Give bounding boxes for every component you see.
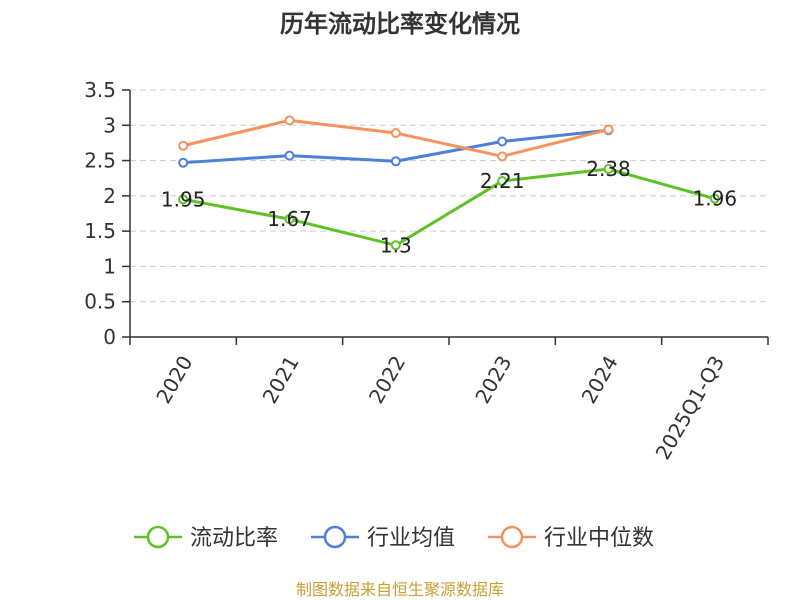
source-note: 制图数据来自恒生聚源数据库: [296, 580, 504, 599]
y-tick-label: 0.5: [84, 290, 116, 314]
y-tick-label: 1: [103, 254, 116, 278]
y-tick-label: 1.5: [84, 219, 116, 243]
data-label: 2.38: [586, 157, 631, 181]
legend-marker: [323, 525, 347, 549]
data-point: [709, 193, 720, 204]
data-point: [497, 151, 508, 162]
grid-lines: [130, 89, 768, 303]
x-tick-label: 2021: [258, 352, 304, 408]
data-point: [178, 194, 189, 205]
data-label: 1.96: [693, 187, 738, 211]
axes: 0 0.5 1 1.5 2 2.5 3 3.5 2020 2021 2022 2023 2024 2025…: [84, 78, 769, 464]
data-label: 1.67: [267, 207, 312, 231]
data-point: [284, 150, 295, 161]
data-point: [178, 157, 189, 168]
legend-label: 行业中位数: [544, 526, 654, 551]
data-point: [284, 115, 295, 126]
x-tick-label: 2024: [577, 352, 623, 408]
chart-title: 历年流动比率变化情况: [280, 10, 520, 38]
data-label: 2.21: [480, 169, 525, 193]
data-point: [497, 136, 508, 147]
x-tick-label: 2020: [151, 352, 197, 408]
data-point: [497, 176, 508, 187]
data-point: [178, 140, 189, 151]
legend-marker: [146, 525, 170, 549]
y-tick-label: 2: [103, 184, 116, 208]
x-tick-label: 2023: [470, 352, 516, 408]
y-tick-label: 3.5: [84, 78, 116, 102]
data-point: [390, 128, 401, 139]
y-tick-label: 0: [103, 325, 116, 349]
data-point: [390, 156, 401, 167]
y-tick-label: 2.5: [84, 149, 116, 173]
data-point: [390, 240, 401, 251]
data-labels: 1.95 1.67 1.3 2.21 2.38 1.96: [161, 157, 737, 257]
legend-marker: [500, 525, 524, 549]
data-point: [603, 164, 614, 175]
data-label: 1.3: [380, 233, 412, 257]
legend-label: 流动比率: [190, 526, 278, 551]
data-point: [603, 124, 614, 135]
data-label: 1.95: [161, 187, 206, 211]
series-layer: [178, 115, 720, 251]
data-point: [284, 214, 295, 225]
y-tick-label: 3: [103, 113, 116, 137]
x-tick-label: 2022: [364, 352, 410, 408]
x-tick-label: 2025Q1-Q3: [650, 352, 729, 464]
legend: 流动比率 行业均值 行业中位数: [134, 525, 654, 551]
legend-label: 行业均值: [367, 526, 455, 551]
series-line-0: [182, 167, 716, 247]
